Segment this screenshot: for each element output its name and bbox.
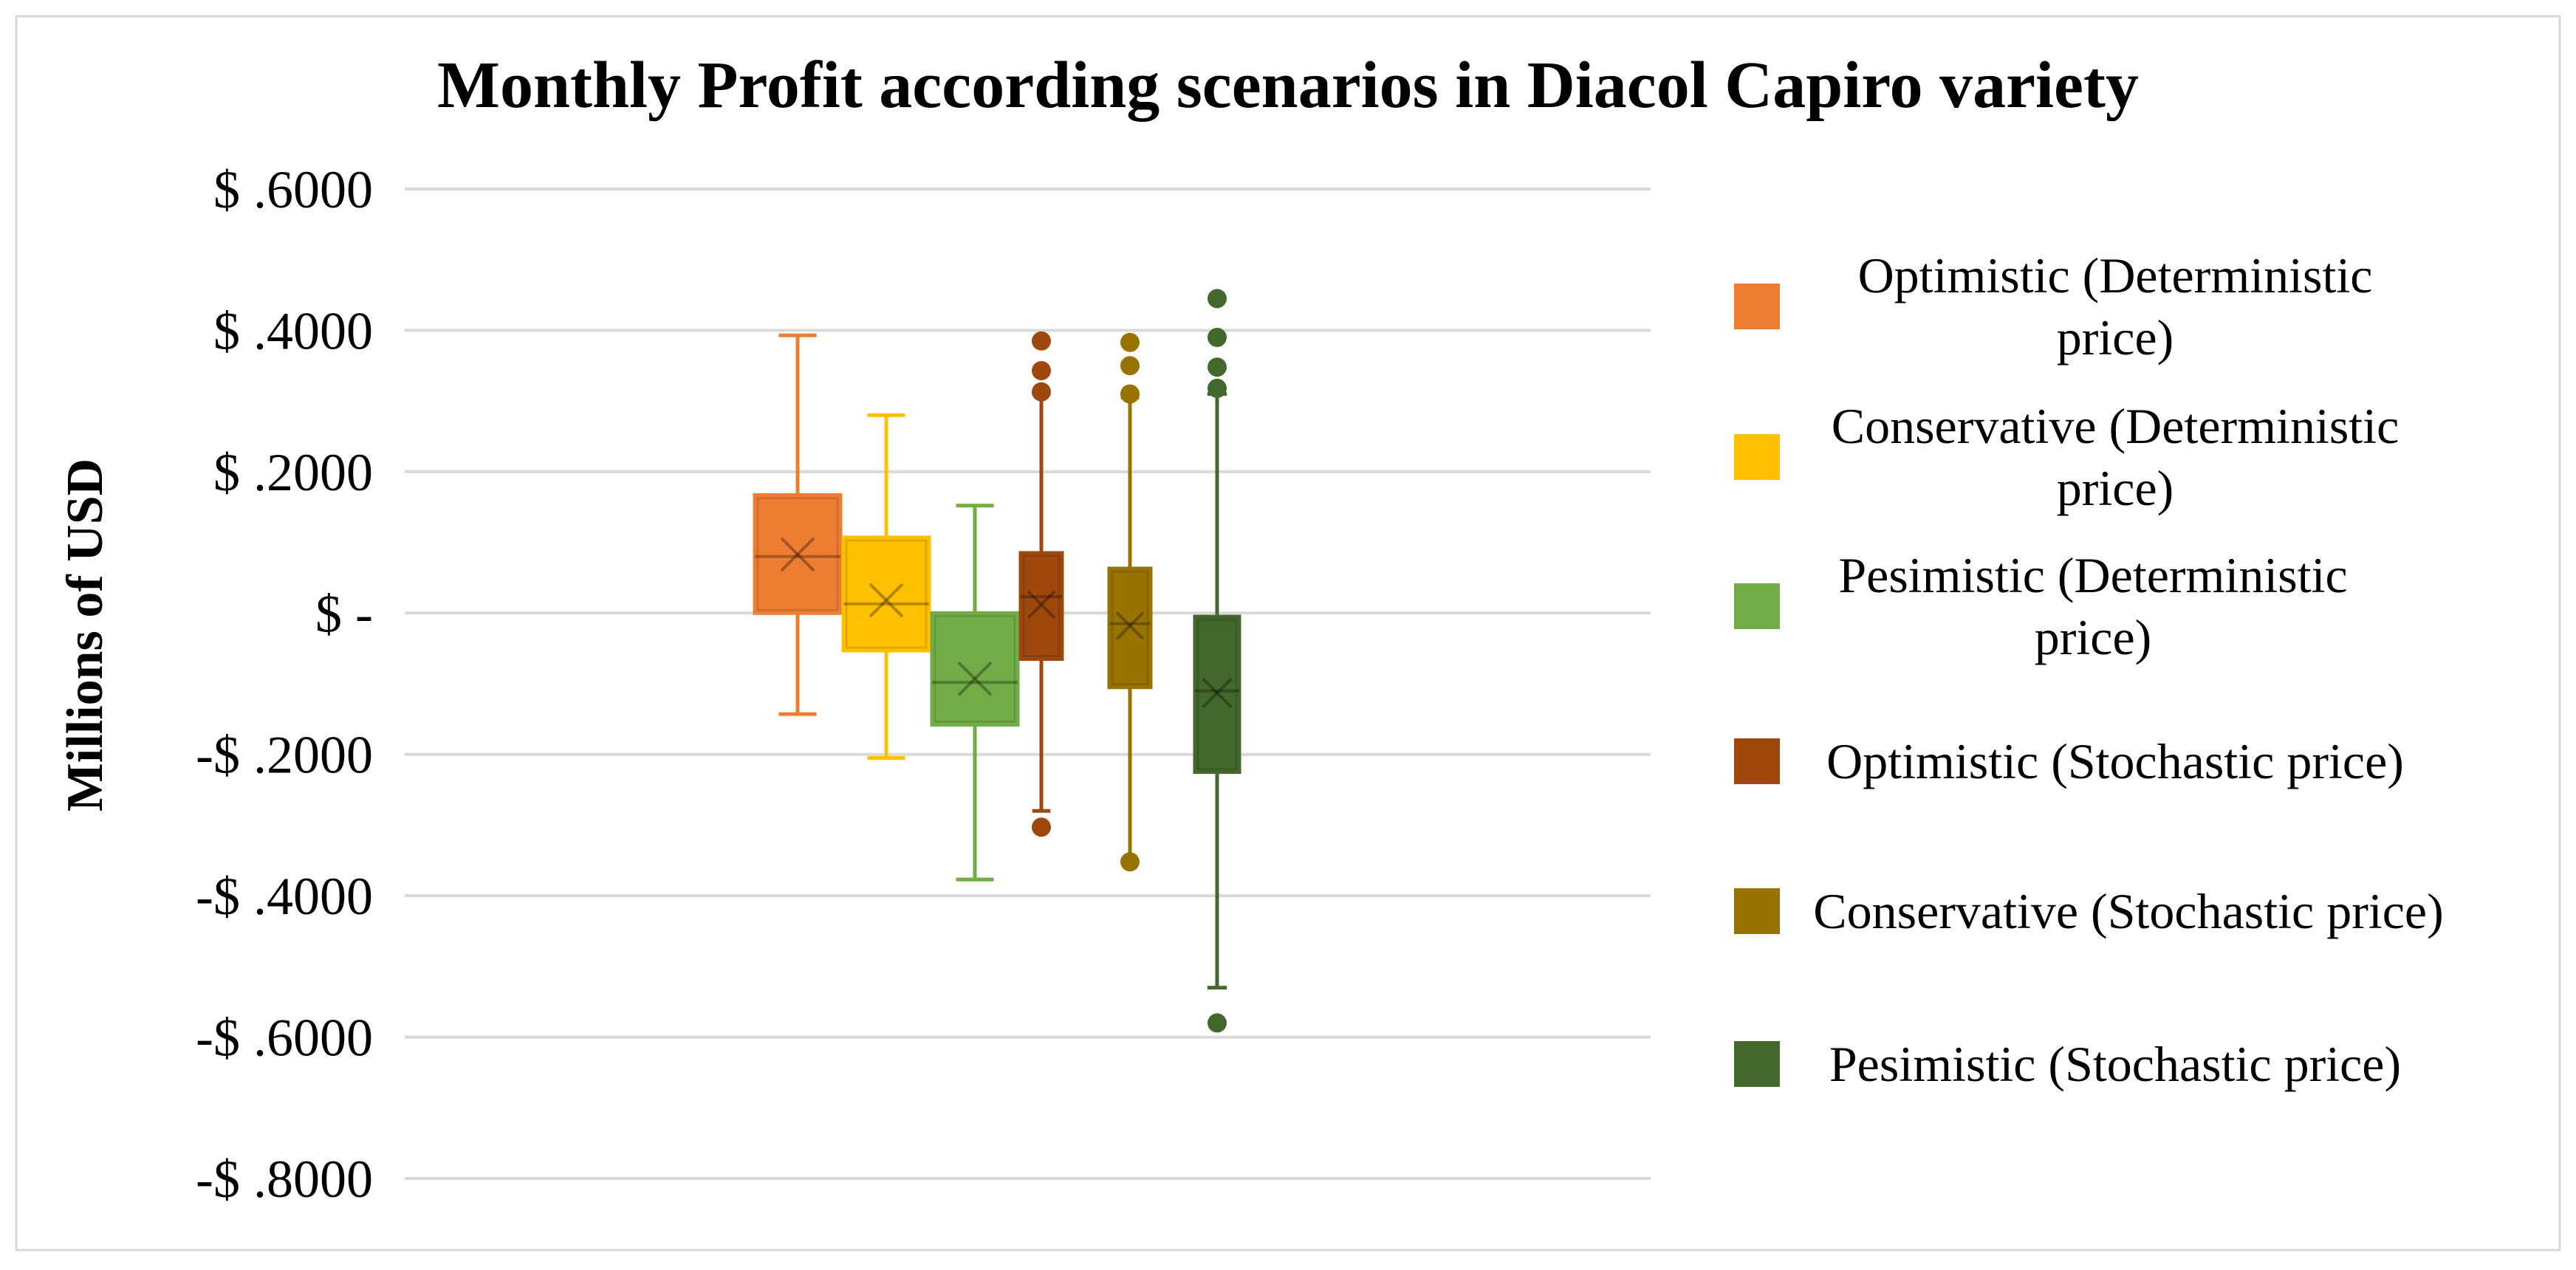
outlier-point: [1032, 382, 1051, 402]
mean-marker: [1115, 611, 1145, 640]
outlier-point: [1208, 289, 1227, 309]
outlier-point: [1032, 360, 1051, 380]
y-tick-label: $ .2000: [213, 443, 373, 502]
legend-swatch: [1734, 738, 1780, 784]
y-tick-label: $ -: [315, 584, 373, 643]
outlier-point: [1208, 328, 1227, 347]
iqr-box: [1193, 614, 1241, 775]
outlier-point: [1208, 1013, 1227, 1033]
legend-item: Pesimistic (Stochastic price): [1734, 1036, 2401, 1092]
mean-marker: [869, 583, 904, 618]
legend-label: price): [2035, 609, 2152, 665]
legend-item: Optimistic (Deterministic price): [1734, 247, 2373, 365]
box-series: [1018, 331, 1064, 837]
box-series: [930, 504, 1020, 882]
legend-label: Pesimistic (Stochastic price): [1829, 1036, 2401, 1092]
y-tick-label: -$ .6000: [196, 1009, 373, 1068]
iqr-box-inner-edge: [1111, 570, 1149, 686]
legend-item: Conservative (Stochastic price): [1734, 883, 2444, 939]
mean-marker: [1027, 590, 1056, 619]
legend-item: Optimistic (Stochastic price): [1734, 733, 2404, 789]
legend-label: Optimistic (Stochastic price): [1826, 733, 2404, 789]
y-tick-label: $ .6000: [213, 160, 373, 219]
legend: Optimistic (Deterministicprice)Conservat…: [1734, 247, 2444, 1092]
legend-swatch: [1734, 434, 1780, 480]
legend-label: Pesimistic (Deterministic: [1838, 547, 2347, 603]
y-tick-labels: $ .6000 $ .4000 $ .2000 $ - -$ .2000 -$ .4000…: [196, 160, 373, 1209]
box-series: [1193, 289, 1241, 1033]
outlier-point: [1208, 378, 1227, 398]
outlier-point: [1120, 384, 1140, 404]
outlier-point: [1032, 331, 1051, 351]
box-series: [841, 413, 931, 760]
legend-swatch: [1734, 284, 1780, 329]
box-series: [1107, 332, 1153, 872]
grid-layer: [405, 188, 1651, 1180]
mean-marker: [1202, 677, 1233, 709]
legend-label: price): [2057, 460, 2174, 516]
outlier-point: [1120, 852, 1140, 872]
y-tick-label: -$ .8000: [196, 1150, 373, 1209]
iqr-box-inner-edge: [1022, 555, 1061, 658]
chart-border: [15, 15, 2561, 1252]
iqr-box-inner-edge: [756, 496, 839, 611]
y-tick-label: $ .4000: [213, 301, 373, 360]
y-tick-label: -$ .2000: [196, 726, 373, 785]
outlier-point: [1120, 332, 1140, 352]
y-tick-label: -$ .4000: [196, 867, 373, 926]
chart-title: Monthly Profit according scenarios in Di…: [437, 49, 2139, 122]
box-layer: [753, 289, 1241, 1033]
iqr-box: [930, 611, 1020, 727]
y-axis-label: Millions of USD: [57, 459, 114, 811]
iqr-box-inner-edge: [1196, 618, 1238, 771]
legend-item: Pesimistic (Deterministic price): [1734, 547, 2348, 665]
iqr-box-inner-edge: [845, 539, 928, 649]
legend-label: Conservative (Stochastic price): [1813, 883, 2444, 939]
legend-swatch: [1734, 888, 1780, 934]
box-series: [753, 333, 843, 716]
mean-marker: [780, 537, 815, 572]
mean-marker: [957, 661, 993, 696]
legend-swatch: [1734, 583, 1780, 629]
outlier-point: [1120, 356, 1140, 376]
iqr-box: [753, 492, 843, 615]
legend-label: Conservative (Deterministic: [1832, 398, 2399, 454]
legend-item: Conservative (Deterministic price): [1734, 398, 2399, 516]
legend-label: Optimistic (Deterministic: [1858, 247, 2373, 303]
iqr-box-inner-edge: [934, 614, 1016, 724]
legend-swatch: [1734, 1041, 1780, 1087]
legend-label: price): [2057, 309, 2174, 365]
iqr-box: [1018, 551, 1064, 662]
outlier-point: [1032, 817, 1051, 837]
outlier-point: [1208, 357, 1227, 377]
iqr-box: [841, 535, 931, 653]
iqr-box: [1107, 566, 1153, 690]
